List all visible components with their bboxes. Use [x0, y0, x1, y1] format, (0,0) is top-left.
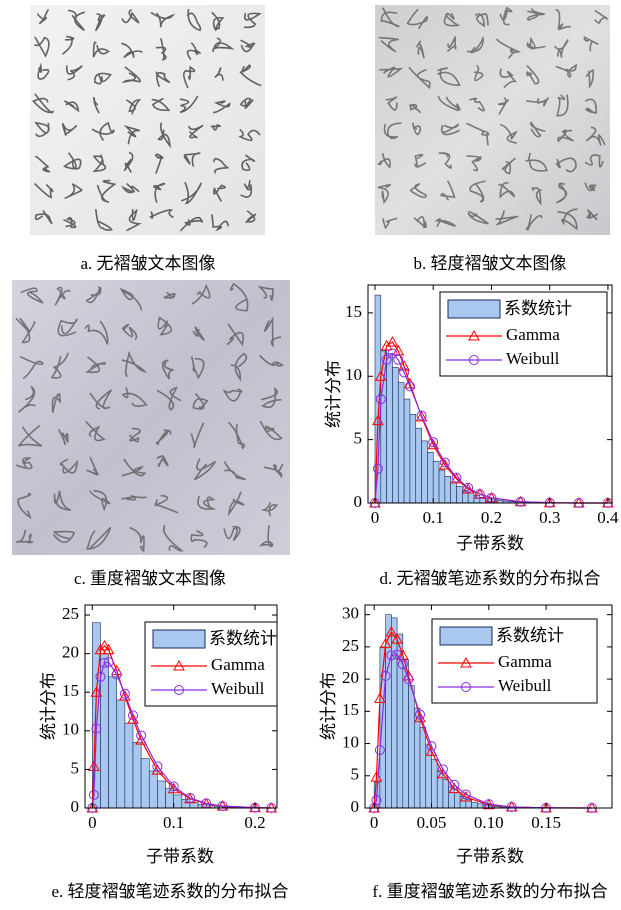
histogram-bar [477, 804, 483, 808]
histogram-bar [387, 353, 393, 503]
y-tick-label: 30 [342, 604, 359, 623]
legend-label: 系数统计 [504, 299, 572, 318]
x-tick-label: 0.05 [417, 813, 447, 832]
histogram-bar [445, 476, 451, 503]
histogram-bar [457, 487, 463, 503]
histogram-bar [472, 802, 478, 808]
histogram-bar [474, 495, 480, 503]
y-tick-label: 15 [342, 700, 359, 719]
y-tick-label: 20 [342, 668, 359, 687]
legend-label: 系数统计 [209, 629, 277, 648]
y-tick-label: 25 [342, 636, 359, 655]
legend-label: Gamma [506, 325, 560, 344]
legend-label: 系数统计 [496, 626, 564, 645]
caption: b. 轻度褶皱文本图像 [414, 254, 567, 273]
caption: c. 重度褶皱文本图像 [74, 569, 226, 588]
legend: 系数统计 Gamma Weibull [432, 619, 597, 703]
legend-label: Weibull [211, 679, 265, 698]
y-tick-label: 0 [354, 492, 363, 511]
y-tick-label: 5 [351, 765, 360, 784]
histogram-bar [414, 708, 420, 808]
histogram-bar [468, 493, 474, 503]
y-tick-label: 0 [351, 797, 360, 816]
caption: a. 无褶皱文本图像 [80, 254, 215, 273]
x-tick-label: 0.1 [163, 813, 184, 832]
legend-label: Gamma [211, 655, 265, 674]
histogram-bar [443, 780, 449, 808]
x-tick-label: 0.2 [244, 813, 265, 832]
legend-swatch [440, 627, 492, 645]
histogram-bar [449, 787, 455, 808]
x-tick-label: 0.15 [531, 813, 561, 832]
histogram-bar [404, 399, 410, 503]
image-panels [12, 5, 610, 555]
y-tick-label: 25 [62, 604, 79, 623]
histogram-bar [133, 742, 141, 808]
y-tick-label: 10 [345, 365, 362, 384]
legend-label: Weibull [498, 676, 552, 695]
y-tick-label: 10 [62, 720, 79, 739]
x-tick-label: 0 [371, 508, 380, 527]
x-tick-label: 0.4 [597, 508, 619, 527]
histogram-bar [190, 803, 198, 808]
histogram-bar [125, 723, 133, 808]
x-tick-label: 0.3 [539, 508, 560, 527]
y-axis-label: 统计分布 [324, 360, 343, 428]
histogram-bar [109, 677, 117, 808]
histogram-bar [157, 781, 165, 808]
x-tick-label: 0 [370, 813, 379, 832]
histogram-bar [433, 461, 439, 503]
legend-swatch [153, 630, 205, 648]
chart: e. 轻度褶皱笔迹系数的分布拟合 0 0.1 0.2 0 5 10 15 20 25 子带系数 统计分… [39, 604, 289, 901]
chart: f. 重度褶皱笔迹系数的分布拟合 0 0.05 0.10 0.15 0 5 10 15 20 25 3… [319, 604, 612, 901]
caption: f. 重度褶皱笔迹系数的分布拟合 [372, 882, 607, 901]
histogram-bar [392, 367, 398, 503]
histogram-bar [454, 793, 460, 808]
caption: d. 无褶皱笔迹系数的分布拟合 [380, 569, 601, 588]
y-axis-label: 统计分布 [319, 672, 338, 740]
y-tick-label: 10 [342, 732, 359, 751]
histogram-bar [398, 383, 404, 503]
caption: e. 轻度褶皱笔迹系数的分布拟合 [51, 882, 288, 901]
histogram-bar [410, 414, 416, 503]
x-axis-label: 子带系数 [146, 847, 214, 866]
legend: 系数统计 Gamma Weibull [145, 622, 277, 706]
figure: a. 无褶皱文本图像 b. 轻度褶皱文本图像 c. 重度褶皱文本图像 d. 无褶… [0, 0, 621, 910]
legend: 系数统计 Gamma Weibull [440, 292, 607, 376]
x-tick-label: 0 [88, 813, 97, 832]
histogram-bar [391, 618, 397, 808]
histogram-bar [149, 771, 157, 808]
y-tick-label: 5 [354, 429, 363, 448]
x-tick-label: 0.2 [481, 508, 502, 527]
legend-label: Gamma [498, 652, 552, 671]
histogram-bar [117, 700, 125, 808]
y-axis-label: 统计分布 [39, 672, 58, 740]
histogram-bar [409, 686, 415, 808]
histogram-bar [422, 441, 428, 503]
x-tick-label: 0.1 [423, 508, 444, 527]
histogram-bar [427, 452, 433, 503]
y-tick-label: 15 [345, 302, 362, 321]
chart: d. 无褶皱笔迹系数的分布拟合 0 0.1 0.2 0.3 0.4 0 5 10 15 子带系数 统计… [324, 285, 619, 588]
histogram-bar [141, 759, 149, 808]
x-tick-label: 0.10 [474, 813, 504, 832]
histogram-bar [420, 727, 426, 808]
y-tick-label: 0 [71, 797, 80, 816]
histogram-bar [451, 483, 457, 503]
text-image [12, 280, 290, 555]
y-tick-label: 15 [62, 681, 79, 700]
histogram-bar [437, 771, 443, 808]
legend-swatch [448, 300, 500, 318]
y-tick-label: 5 [71, 758, 80, 777]
text-image [375, 5, 610, 235]
histogram-bar [431, 760, 437, 808]
legend-label: Weibull [506, 349, 560, 368]
y-tick-label: 20 [62, 643, 79, 662]
histogram-bar [439, 470, 445, 503]
x-axis-label: 子带系数 [456, 847, 524, 866]
histogram-bar [174, 795, 182, 808]
histogram-bar [416, 428, 422, 503]
x-axis-label: 子带系数 [456, 534, 524, 553]
